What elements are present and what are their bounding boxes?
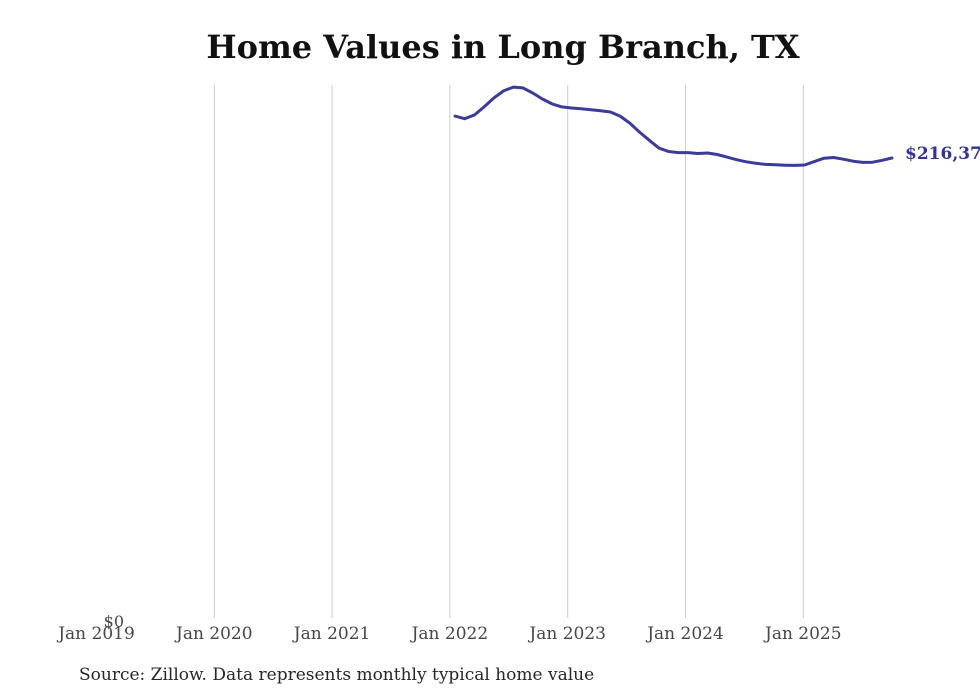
x-tick-label: Jan 2022 [411, 624, 489, 644]
x-tick-label: Jan 2021 [293, 624, 371, 644]
x-tick-label: Jan 2024 [647, 624, 724, 644]
x-tick-label: Jan 2023 [529, 624, 606, 644]
source-note: Source: Zillow. Data represents monthly … [79, 665, 595, 685]
x-tick-label: Jan 2020 [176, 624, 253, 644]
y-zero-label: $0 [103, 612, 124, 631]
latest-value-label: $216,377 [905, 143, 980, 164]
x-tick-label: Jan 2025 [765, 624, 842, 644]
chart-canvas [213, 85, 894, 618]
home-value-line [453, 85, 894, 167]
chart-title: Home Values in Long Branch, TX [206, 28, 800, 66]
x-tick-label: Jan 2019 [58, 624, 135, 644]
